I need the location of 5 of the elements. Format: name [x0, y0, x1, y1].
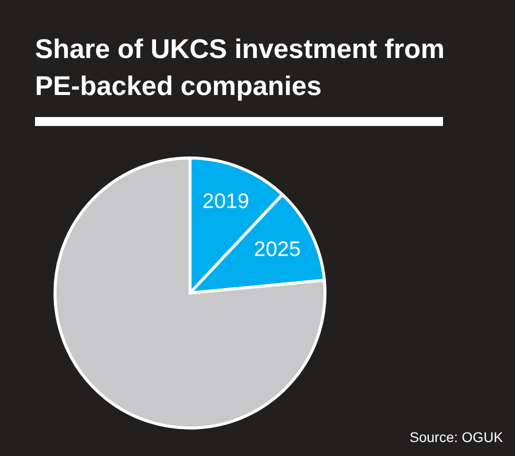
source-note: Source: OGUK — [410, 429, 504, 445]
chart-title: Share of UKCS investment from PE-backed companies — [35, 34, 445, 101]
slice-label: 2025 — [254, 238, 301, 261]
pie-slice — [54, 156, 326, 430]
slice-label: 2019 — [202, 190, 250, 214]
